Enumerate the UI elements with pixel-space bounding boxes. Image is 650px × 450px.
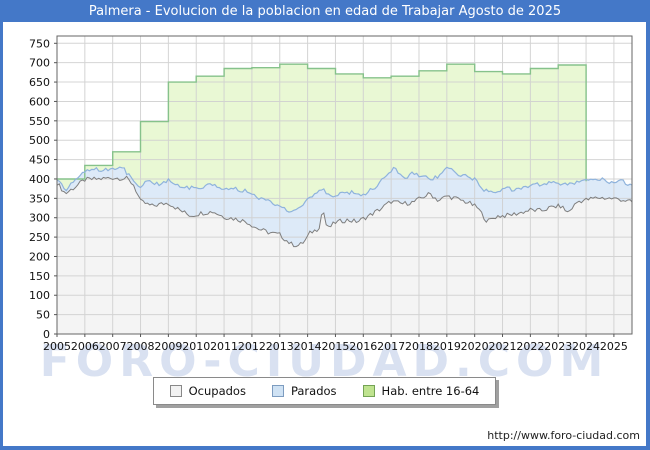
legend: Ocupados Parados Hab. entre 16-64: [3, 377, 646, 405]
legend-item-parados: Parados: [271, 384, 337, 398]
x-tick-label: 2023: [544, 340, 572, 353]
x-tick-label: 2024: [572, 340, 600, 353]
y-tick-label: 650: [29, 76, 50, 89]
x-tick-label: 2009: [154, 340, 182, 353]
legend-label: Ocupados: [188, 384, 246, 398]
legend-label: Hab. entre 16-64: [381, 384, 480, 398]
axis-labels: 0 50 100 150 200 250 300 350 400 450 500 550 600 650 7…: [29, 37, 628, 353]
chart-title: Palmera - Evolucion de la poblacion en e…: [88, 3, 562, 19]
y-tick-label: 0: [43, 328, 50, 341]
y-tick-label: 550: [29, 115, 50, 128]
x-tick-label: 2016: [349, 340, 377, 353]
x-tick-label: 2012: [238, 340, 266, 353]
title-bar: Palmera - Evolucion de la poblacion en e…: [0, 0, 650, 22]
legend-label: Parados: [290, 384, 337, 398]
y-tick-label: 350: [29, 192, 50, 205]
legend-item-hab-16-64: Hab. entre 16-64: [362, 384, 480, 398]
y-tick-label: 750: [29, 37, 50, 50]
y-tick-label: 250: [29, 231, 50, 244]
series-hab-16-64-line: [57, 63, 587, 182]
y-tick-label: 700: [29, 57, 50, 70]
x-tick-label: 2020: [461, 340, 489, 353]
x-tick-label: 2007: [99, 340, 127, 353]
x-tick-label: 2010: [182, 340, 210, 353]
x-tick-label: 2015: [321, 340, 349, 353]
x-tick-label: 2013: [266, 340, 294, 353]
legend-item-ocupados: Ocupados: [169, 384, 246, 398]
content-area: FORO-CIUDAD.COM 0 50 100 150 200 250 300 350 400…: [3, 22, 646, 446]
y-tick-label: 600: [29, 95, 50, 108]
y-tick-label: 400: [29, 173, 50, 186]
y-tick-label: 300: [29, 212, 50, 225]
y-tick-label: 100: [29, 289, 50, 302]
y-tick-label: 150: [29, 270, 50, 283]
parados-swatch-icon: [271, 385, 284, 397]
x-tick-label: 2019: [433, 340, 461, 353]
y-tick-label: 50: [36, 309, 50, 322]
series-parados-line: [56, 166, 633, 213]
x-tick-label: 2025: [600, 340, 628, 353]
x-tick-label: 2006: [71, 340, 99, 353]
plot-border: [56, 35, 633, 335]
x-tick-label: 2018: [405, 340, 433, 353]
y-tick-label: 500: [29, 134, 50, 147]
y-tick-label: 450: [29, 154, 50, 167]
ocupados-swatch-icon: [169, 385, 182, 397]
series-ocupados-area: [57, 176, 632, 334]
legend-box: Ocupados Parados Hab. entre 16-64: [152, 377, 497, 405]
x-tick-label: 2011: [210, 340, 238, 353]
x-tick-label: 2021: [489, 340, 517, 353]
x-tick-label: 2008: [127, 340, 155, 353]
x-tick-label: 2014: [294, 340, 322, 353]
footer-url[interactable]: http://www.foro-ciudad.com: [487, 429, 640, 442]
x-tick-label: 2017: [377, 340, 405, 353]
x-tick-label: 2022: [516, 340, 544, 353]
x-tick-label: 2005: [43, 340, 71, 353]
y-tick-label: 200: [29, 250, 50, 263]
hab-16-64-swatch-icon: [362, 385, 375, 397]
series-ocupados-line: [56, 175, 633, 248]
